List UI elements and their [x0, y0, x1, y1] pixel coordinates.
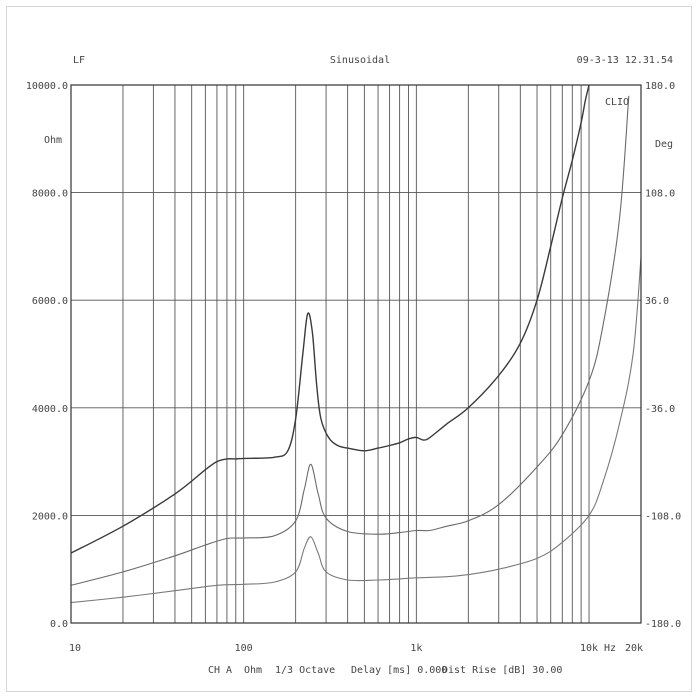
footer-smoothing: 1/3 Octave [275, 665, 335, 676]
y-tick-label-right: -108.0 [645, 511, 681, 522]
x-unit-label: Hz [604, 643, 616, 654]
plot-area-border [70, 84, 642, 624]
left-axis-unit: Ohm [44, 135, 62, 146]
chart-frame: LF Sinusoidal 09-3-13 12.31.54 Ohm Deg C… [6, 6, 692, 692]
right-axis-unit: Deg [655, 139, 673, 150]
footer-channel: CH A [208, 665, 232, 676]
y-tick-label-left: 10000.0 [26, 81, 68, 92]
y-tick-label-left: 6000.0 [32, 296, 68, 307]
y-tick-label-right: 36.0 [645, 296, 669, 307]
y-tick-label-right: 108.0 [645, 189, 675, 200]
y-tick-label-left: 2000.0 [32, 511, 68, 522]
tick-labels: 0.0 2000.0 4000.0 6000.0 8000.0 10000.0 -180.0… [26, 81, 681, 654]
x-tick-label: 100 [235, 643, 253, 654]
corner-label: CLIO [605, 97, 629, 108]
y-tick-label-left: 0.0 [50, 619, 68, 630]
footer-dist-rise: Dist Rise [dB] 30.00 [442, 665, 562, 676]
series-line-2 [71, 95, 630, 586]
footer-unit: Ohm [244, 665, 262, 676]
x-tick-label: 10k [580, 643, 598, 654]
y-tick-label-right: -180.0 [645, 619, 681, 630]
series-line-1 [71, 85, 590, 554]
series-line-3 [71, 257, 641, 604]
y-tick-label-left: 8000.0 [32, 189, 68, 200]
series-group [71, 85, 641, 604]
y-tick-label-right: -36.0 [645, 404, 675, 415]
x-tick-label: 1k [410, 643, 422, 654]
x-tick-label: 20k [625, 643, 643, 654]
axis-labels: LF Sinusoidal 09-3-13 12.31.54 Ohm Deg C… [44, 55, 673, 676]
x-tick-label: 10 [69, 643, 81, 654]
impedance-chart: LF Sinusoidal 09-3-13 12.31.54 Ohm Deg C… [26, 55, 681, 676]
header-left-label: LF [73, 55, 85, 66]
header-title: Sinusoidal [330, 55, 390, 66]
header-timestamp: 09-3-13 12.31.54 [577, 55, 673, 66]
y-tick-label-left: 4000.0 [32, 404, 68, 415]
y-tick-label-right: 180.0 [645, 81, 675, 92]
footer-delay: Delay [ms] 0.000 [351, 665, 447, 676]
grid-lines [70, 84, 642, 624]
